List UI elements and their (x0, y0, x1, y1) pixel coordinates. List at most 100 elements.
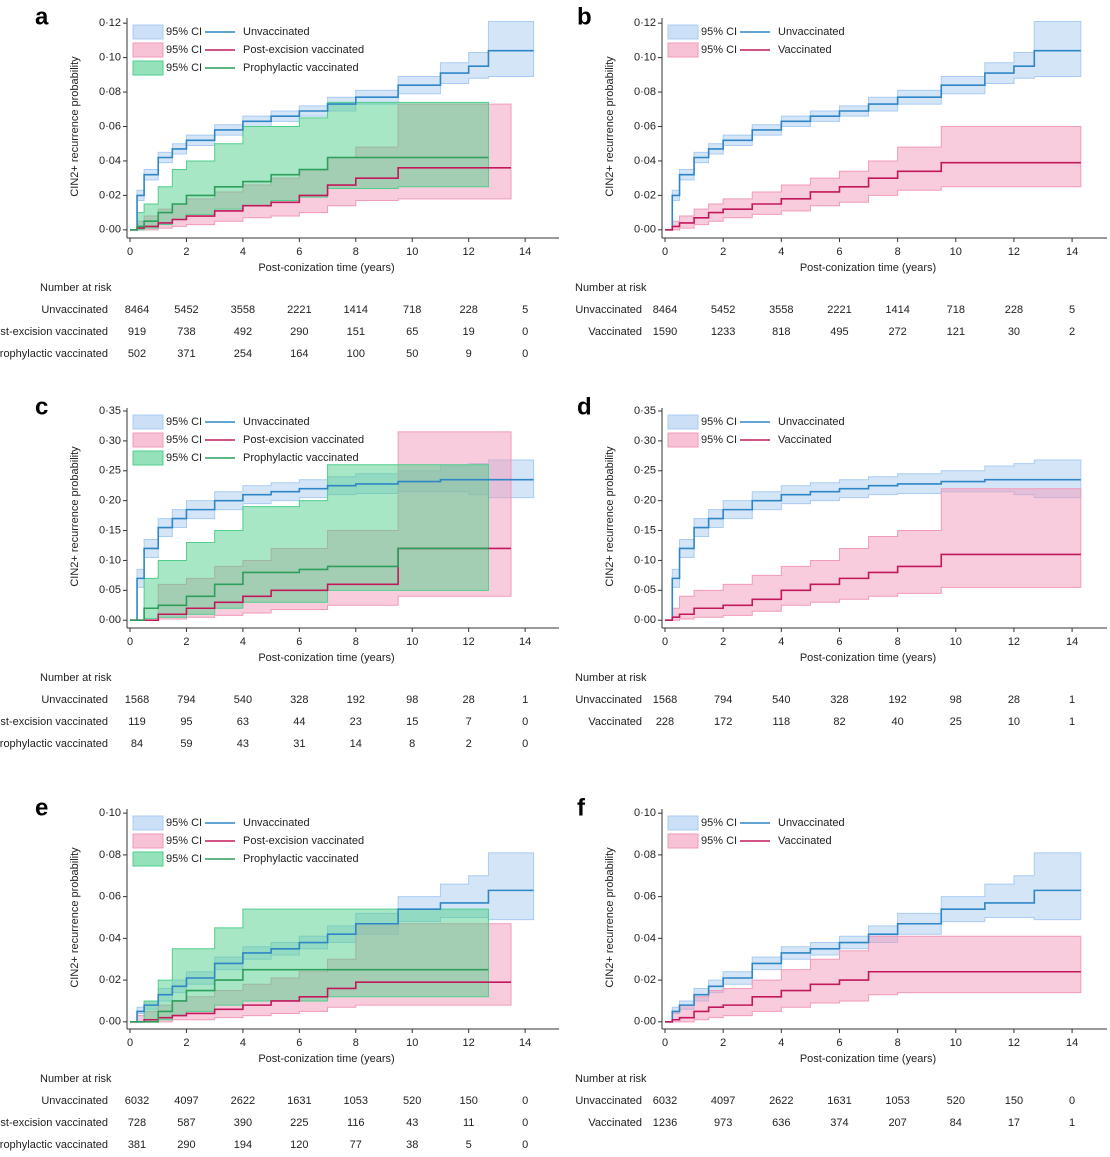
risk-count: 118 (773, 716, 791, 728)
risk-count: 6032 (653, 1095, 677, 1107)
risk-count: 82 (833, 716, 845, 728)
risk-count: 207 (888, 1117, 906, 1129)
legend-swatch (667, 432, 699, 448)
x-tick-label: 8 (353, 636, 359, 648)
legend-label: Unvaccinated (778, 416, 845, 428)
risk-count: 84 (131, 738, 143, 750)
y-tick-label: 0·06 (634, 120, 656, 132)
risk-count: 0 (522, 348, 528, 360)
risk-count: 1414 (885, 304, 909, 316)
y-tick-label: 0·02 (634, 974, 656, 986)
y-tick-label: 0·08 (99, 849, 121, 861)
risk-count: 194 (234, 1139, 252, 1151)
y-tick-label: 0·00 (99, 224, 121, 236)
panel-letter: a (35, 3, 49, 30)
risk-count: 272 (888, 326, 906, 338)
risk-count: 718 (947, 304, 965, 316)
legend-label: Prophylactic vaccinated (243, 452, 359, 464)
risk-count: 59 (180, 738, 192, 750)
x-tick-label: 4 (778, 636, 784, 648)
y-tick-label: 0·10 (634, 807, 656, 819)
risk-count: 8464 (125, 304, 149, 316)
ci-band (130, 20, 535, 231)
x-tick-label: 12 (463, 1037, 475, 1049)
x-tick-label: 14 (519, 636, 531, 648)
risk-count: 5 (466, 1139, 472, 1151)
risk-row-name: Vaccinated (588, 716, 642, 728)
x-tick-label: 4 (240, 246, 246, 258)
risk-row-name: Vaccinated (588, 326, 642, 338)
ci-band (665, 488, 1082, 621)
risk-count: 2221 (287, 304, 311, 316)
risk-count: 2622 (231, 1095, 255, 1107)
y-tick-label: 0·15 (634, 524, 656, 536)
legend-ci-label: 95% CI (166, 62, 202, 74)
risk-count: 2 (1069, 326, 1075, 338)
risk-count: 492 (234, 326, 252, 338)
survival-line (665, 553, 1081, 622)
risk-count: 328 (290, 694, 308, 706)
risk-row-name: Unvaccinated (575, 304, 642, 316)
x-tick-label: 6 (836, 636, 842, 648)
panel-letter: d (577, 393, 592, 420)
survival-line (130, 889, 534, 1023)
risk-row-name: Vaccinated (588, 1117, 642, 1129)
y-tick-label: 0·12 (634, 17, 656, 29)
risk-count: 0 (522, 738, 528, 750)
risk-count: 4097 (174, 1095, 198, 1107)
legend-swatch (667, 42, 699, 58)
x-tick-label: 2 (720, 1037, 726, 1049)
risk-count: 1053 (344, 1095, 368, 1107)
y-tick-label: 0·10 (99, 52, 121, 64)
x-tick-label: 8 (353, 1037, 359, 1049)
legend-label: Prophylactic vaccinated (243, 62, 359, 74)
risk-count: 164 (290, 348, 308, 360)
risk-row-name: Post-excision vaccinated (0, 1117, 108, 1129)
x-tick-label: 10 (950, 1037, 962, 1049)
risk-count: 728 (128, 1117, 146, 1129)
risk-count: 9 (466, 348, 472, 360)
y-tick-label: 0·10 (99, 554, 121, 566)
risk-count: 30 (1008, 326, 1020, 338)
risk-count: 290 (290, 326, 308, 338)
risk-row-name: Unvaccinated (575, 694, 642, 706)
x-tick-label: 2 (183, 1037, 189, 1049)
risk-count: 973 (714, 1117, 732, 1129)
y-tick-label: 0·06 (99, 891, 121, 903)
risk-count: 63 (237, 716, 249, 728)
risk-count: 31 (293, 738, 305, 750)
risk-count: 290 (177, 1139, 195, 1151)
risk-count: 228 (460, 304, 478, 316)
survival-line (665, 49, 1081, 231)
legend-label: Unvaccinated (778, 26, 845, 38)
risk-count: 1631 (827, 1095, 851, 1107)
risk-count: 25 (950, 716, 962, 728)
legend-swatch (132, 24, 164, 40)
legend-ci-label: 95% CI (701, 434, 737, 446)
risk-row-name: Prophylactic vaccinated (0, 348, 108, 360)
risk-count: 0 (522, 326, 528, 338)
x-tick-label: 8 (353, 246, 359, 258)
legend-ci-label: 95% CI (166, 44, 202, 56)
y-axis-label: CIN2+ recurrence probability (69, 847, 81, 988)
survival-line (130, 156, 489, 231)
risk-count: 23 (350, 716, 362, 728)
legend-swatch (667, 833, 699, 849)
risk-count: 0 (522, 1095, 528, 1107)
x-tick-label: 12 (1008, 636, 1020, 648)
risk-count: 0 (522, 716, 528, 728)
risk-count: 120 (290, 1139, 308, 1151)
y-axis-label: CIN2+ recurrence probability (69, 56, 81, 197)
ci-band (665, 935, 1082, 1023)
risk-count: 6032 (125, 1095, 149, 1107)
risk-count: 77 (350, 1139, 362, 1151)
risk-count: 10 (1008, 716, 1020, 728)
y-tick-label: 0·04 (99, 155, 121, 167)
y-tick-label: 0·08 (634, 86, 656, 98)
risk-count: 328 (830, 694, 848, 706)
legend-swatch (132, 414, 164, 430)
risk-count: 1631 (287, 1095, 311, 1107)
risk-count: 520 (947, 1095, 965, 1107)
x-tick-label: 6 (836, 1037, 842, 1049)
legend-label: Post-excision vaccinated (243, 434, 364, 446)
